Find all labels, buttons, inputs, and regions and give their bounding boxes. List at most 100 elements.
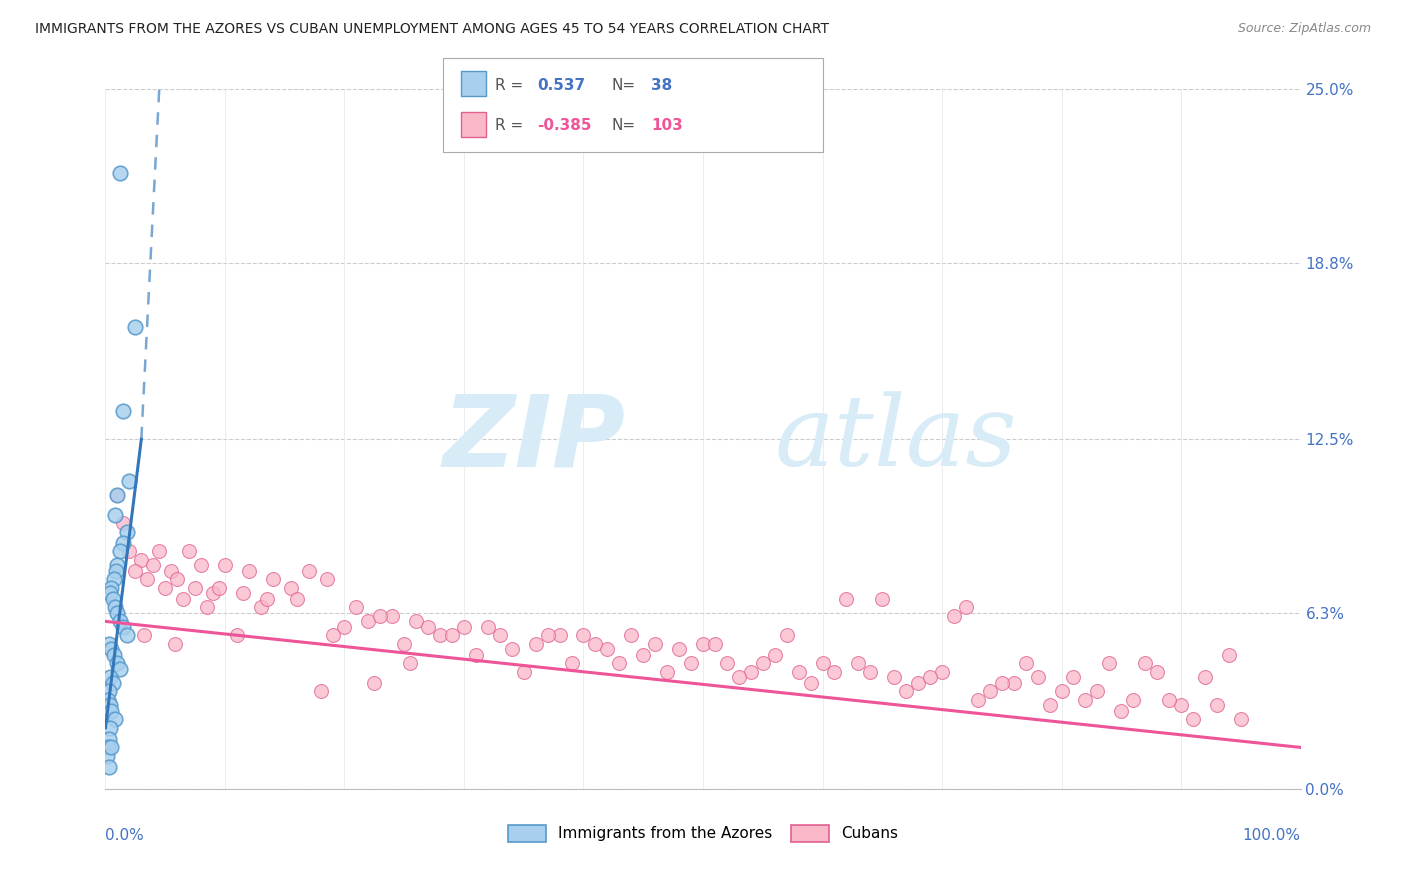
Point [208, 581, 231, 595]
Point [1181, 712, 1204, 726]
Point [98, 731, 121, 746]
Point [107, 558, 129, 573]
Point [1159, 693, 1181, 707]
Point [1063, 670, 1085, 684]
Point [184, 581, 207, 595]
Point [100, 740, 122, 755]
Point [1014, 657, 1036, 671]
Point [979, 684, 1001, 698]
Point [1229, 712, 1251, 726]
Point [644, 637, 666, 651]
Point [112, 620, 135, 634]
Point [98, 637, 121, 651]
Point [142, 558, 165, 573]
Point [104, 712, 127, 726]
Point [416, 620, 439, 634]
Point [333, 620, 356, 634]
Point [799, 676, 821, 690]
Text: 0.0%: 0.0% [105, 828, 145, 843]
Point [153, 581, 177, 595]
Point [560, 657, 583, 671]
Text: R =: R = [495, 78, 523, 93]
Point [285, 591, 308, 606]
Point [160, 564, 183, 578]
Point [315, 573, 337, 587]
Point [704, 637, 727, 651]
Point [108, 662, 131, 676]
Point [429, 628, 451, 642]
Point [633, 648, 655, 662]
Point [124, 320, 146, 334]
Point [776, 628, 799, 642]
Point [177, 544, 201, 558]
Point [392, 637, 416, 651]
Point [112, 404, 135, 418]
Point [115, 524, 138, 539]
Point [1038, 698, 1062, 713]
Text: 38: 38 [651, 78, 672, 93]
Point [98, 684, 121, 698]
Point [464, 648, 486, 662]
Point [920, 670, 942, 684]
Point [501, 642, 523, 657]
Point [846, 657, 869, 671]
Point [104, 508, 127, 522]
Point [172, 591, 194, 606]
Point [225, 628, 249, 642]
Text: atlas: atlas [775, 392, 1018, 487]
Text: -0.385: -0.385 [537, 119, 592, 134]
Point [585, 637, 607, 651]
Point [692, 637, 714, 651]
Point [280, 581, 302, 595]
Point [107, 657, 129, 671]
Point [1074, 693, 1097, 707]
Point [256, 591, 278, 606]
Point [894, 684, 917, 698]
Point [681, 657, 703, 671]
Point [97, 693, 120, 707]
Point [195, 600, 218, 615]
Point [399, 657, 422, 671]
Legend: Immigrants from the Azores, Cubans: Immigrants from the Azores, Cubans [502, 819, 904, 848]
Point [129, 553, 153, 567]
Point [548, 628, 571, 642]
Point [98, 670, 121, 684]
Point [96, 748, 118, 763]
Point [811, 657, 834, 671]
Text: IMMIGRANTS FROM THE AZORES VS CUBAN UNEMPLOYMENT AMONG AGES 45 TO 54 YEARS CORRE: IMMIGRANTS FROM THE AZORES VS CUBAN UNEM… [35, 22, 830, 37]
Point [405, 615, 427, 629]
Point [98, 760, 121, 774]
Point [232, 586, 254, 600]
Point [357, 615, 380, 629]
Point [238, 564, 260, 578]
Point [163, 637, 186, 651]
Point [607, 657, 630, 671]
Point [136, 573, 159, 587]
Text: 100.0%: 100.0% [1243, 828, 1301, 843]
Point [250, 600, 273, 615]
Point [751, 657, 773, 671]
Point [967, 693, 990, 707]
Point [108, 166, 131, 180]
Point [381, 608, 404, 623]
Point [148, 544, 170, 558]
Point [166, 573, 188, 587]
Point [1146, 665, 1168, 679]
Point [112, 536, 135, 550]
Point [190, 558, 212, 573]
Point [883, 670, 905, 684]
Point [655, 665, 678, 679]
Point [1194, 670, 1216, 684]
Point [321, 628, 344, 642]
Point [440, 628, 463, 642]
Point [107, 606, 129, 620]
Point [214, 558, 236, 573]
Point [668, 642, 690, 657]
Point [262, 573, 284, 587]
Point [728, 670, 751, 684]
Point [100, 581, 122, 595]
Point [98, 698, 121, 713]
Point [101, 676, 124, 690]
Point [513, 665, 536, 679]
Point [1085, 684, 1108, 698]
